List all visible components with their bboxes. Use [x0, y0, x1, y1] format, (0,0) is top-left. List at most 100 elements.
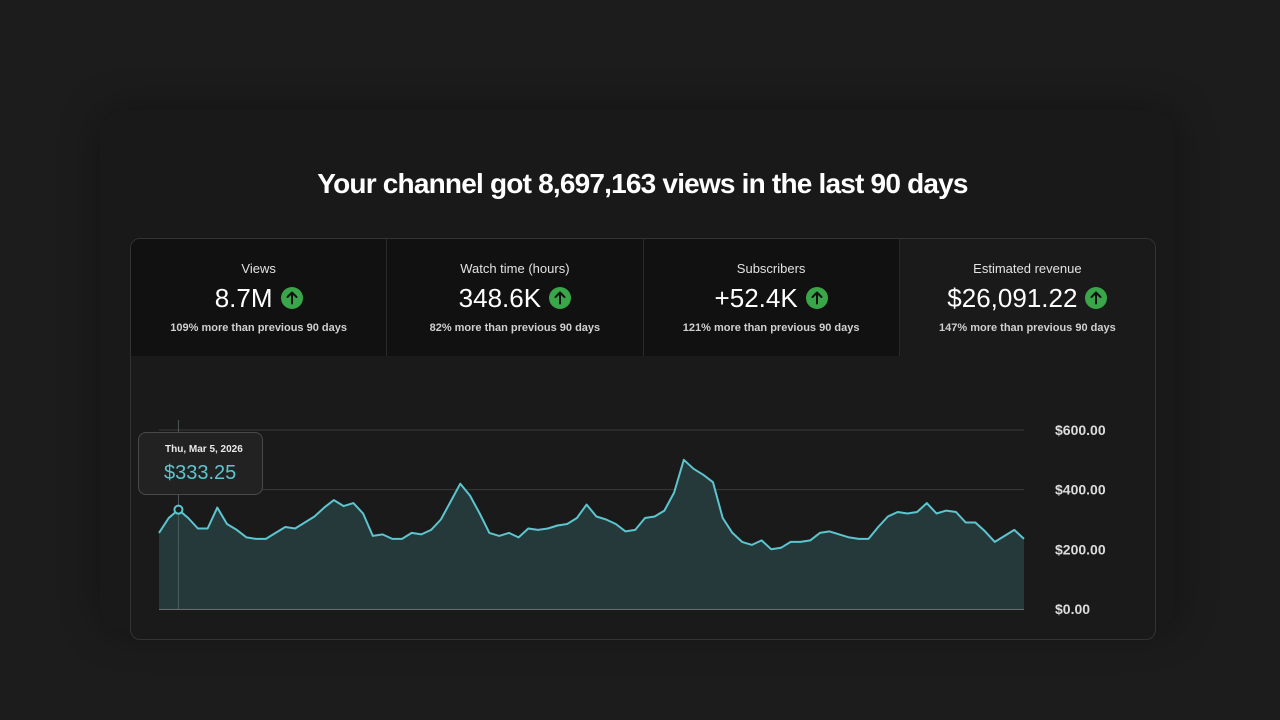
data-point: [274, 531, 278, 535]
metric-value: $26,091.22: [947, 282, 1078, 313]
data-point: [536, 528, 540, 532]
data-point: [449, 500, 453, 504]
data-point: [808, 538, 812, 542]
data-point: [867, 537, 871, 541]
data-point: [497, 534, 501, 538]
data-point: [526, 527, 530, 531]
data-point: [487, 531, 491, 535]
data-point: [614, 522, 618, 526]
metric-value: 348.6K: [458, 282, 542, 313]
data-point: [721, 516, 725, 520]
data-point: [245, 535, 249, 539]
y-tick-label: $200.00: [1055, 541, 1106, 557]
data-point: [410, 531, 414, 535]
data-point: [750, 543, 754, 547]
arrow-up-icon: [280, 287, 303, 309]
data-point: [818, 531, 822, 535]
data-point: [857, 537, 861, 541]
data-point: [604, 518, 608, 522]
data-point: [799, 540, 803, 544]
metric-tab-watch-time[interactable]: Watch time (hours) 348.6K 82% more than …: [387, 239, 644, 356]
data-point: [633, 528, 637, 532]
data-point: [293, 527, 297, 531]
data-point: [594, 515, 598, 519]
data-point: [1003, 534, 1007, 538]
data-point: [711, 480, 715, 484]
data-point: [789, 540, 793, 544]
data-point: [905, 512, 909, 516]
data-point: [565, 522, 569, 526]
chart-tooltip: Thu, Mar 5, 2026 $333.25: [138, 432, 263, 495]
data-point: [585, 503, 589, 507]
data-point: [371, 534, 375, 538]
metric-change: 121% more than previous 90 days: [682, 322, 860, 334]
metric-change: 82% more than previous 90 days: [429, 322, 601, 334]
highlighted-point: [173, 504, 184, 515]
data-point: [439, 518, 443, 522]
y-tick-label: $400.00: [1055, 482, 1106, 498]
data-point: [1022, 537, 1026, 541]
data-point: [215, 506, 219, 510]
data-point: [381, 532, 385, 536]
metric-value: 8.7M: [214, 282, 273, 313]
data-point: [400, 537, 404, 541]
data-point: [837, 532, 841, 536]
data-point: [478, 512, 482, 516]
y-tick-label: $0.00: [1055, 601, 1090, 617]
data-point: [390, 537, 394, 541]
data-point: [643, 516, 647, 520]
tooltip-date: Thu, Mar 5, 2026: [165, 444, 243, 455]
data-point: [556, 524, 560, 528]
metric-tab-subscribers[interactable]: Subscribers +52.4K 121% more than previo…: [643, 239, 900, 356]
arrow-up-icon: [805, 287, 828, 309]
arrow-up-icon: [1085, 287, 1108, 309]
tooltip-value: $333.25: [164, 462, 237, 484]
data-point: [672, 491, 676, 495]
metric-change: 109% more than previous 90 days: [170, 322, 347, 334]
metric-tab-views[interactable]: Views 8.7M 109% more than previous 90 da…: [131, 239, 388, 356]
data-point: [167, 516, 171, 520]
y-tick-label: $600.00: [1055, 422, 1106, 438]
data-point: [662, 509, 666, 513]
data-point: [983, 529, 987, 533]
data-point: [361, 512, 365, 516]
data-point: [973, 521, 977, 525]
data-point: [283, 525, 287, 529]
data-point: [954, 510, 958, 514]
data-point: [847, 535, 851, 539]
data-point: [458, 482, 462, 486]
series-line: [158, 458, 1025, 551]
data-point: [322, 506, 326, 510]
metric-tab-estimated-revenue[interactable]: Estimated revenue $26,091.22 147% more t…: [899, 239, 1155, 356]
metric-label: Watch time (hours): [460, 261, 570, 276]
data-point: [682, 458, 686, 462]
data-point: [692, 467, 696, 471]
metric-change: 147% more than previous 90 days: [939, 322, 1116, 334]
data-point: [896, 510, 900, 514]
metric-value: +52.4K: [714, 282, 798, 313]
data-point: [575, 516, 579, 520]
data-point: [342, 504, 346, 508]
data-point: [332, 498, 336, 502]
data-point: [254, 537, 258, 541]
data-point: [925, 501, 929, 505]
data-point: [624, 529, 628, 533]
data-point: [235, 528, 239, 532]
metric-label: Views: [241, 261, 276, 276]
data-point: [993, 540, 997, 544]
data-point: [429, 528, 433, 532]
data-point: [769, 547, 773, 551]
metric-tabs: Views 8.7M 109% more than previous 90 da…: [131, 239, 1155, 356]
data-point: [351, 501, 355, 505]
data-point: [468, 494, 472, 498]
data-point: [886, 515, 890, 519]
data-point: [935, 512, 939, 516]
data-point: [828, 529, 832, 533]
data-point: [730, 531, 734, 535]
data-point: [740, 540, 744, 544]
data-point: [517, 535, 521, 539]
data-point: [507, 531, 511, 535]
series-area: [159, 459, 1024, 609]
